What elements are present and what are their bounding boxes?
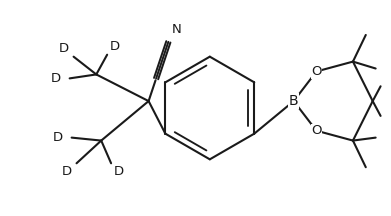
Text: D: D	[114, 165, 124, 178]
Text: D: D	[110, 40, 120, 53]
Text: D: D	[51, 72, 61, 85]
Text: B: B	[289, 94, 299, 108]
Text: N: N	[171, 22, 181, 35]
Text: D: D	[62, 165, 72, 178]
Text: D: D	[59, 42, 69, 55]
Text: D: D	[53, 131, 63, 144]
Text: O: O	[311, 65, 322, 78]
Text: O: O	[311, 124, 322, 137]
